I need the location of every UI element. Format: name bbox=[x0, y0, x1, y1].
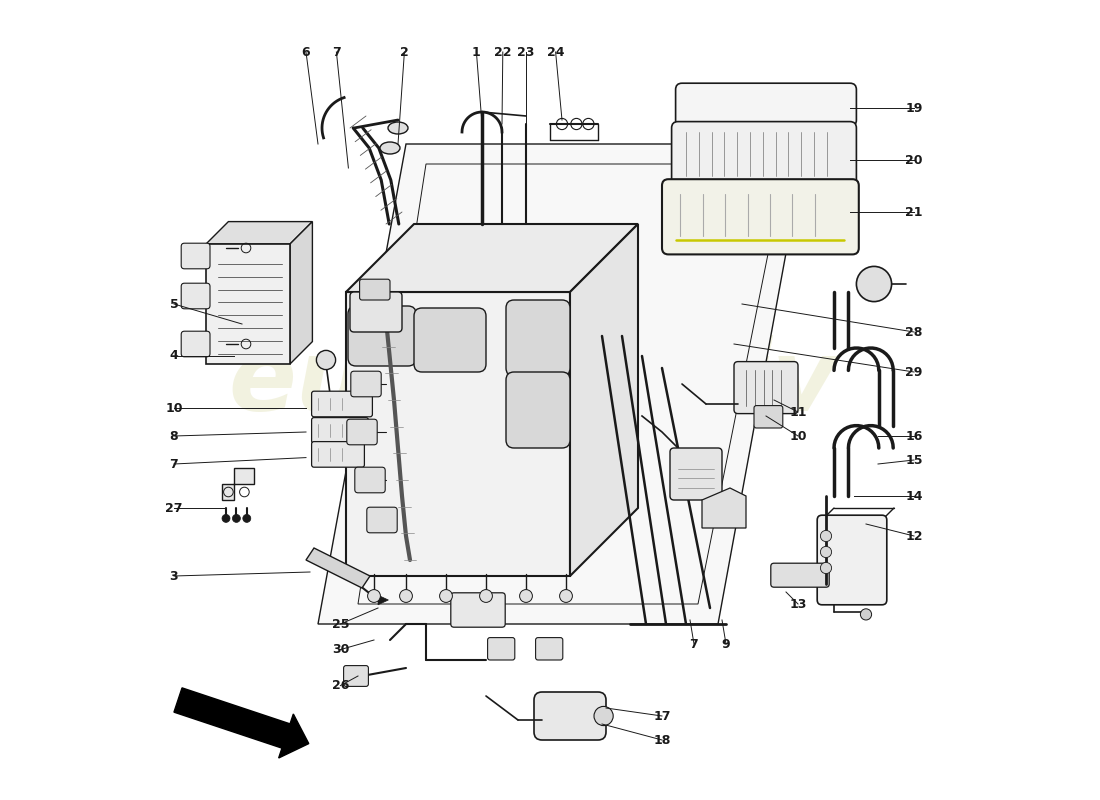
Text: 14: 14 bbox=[905, 490, 923, 502]
Circle shape bbox=[243, 514, 251, 522]
Text: 3: 3 bbox=[169, 570, 178, 582]
Polygon shape bbox=[318, 144, 806, 624]
FancyBboxPatch shape bbox=[662, 179, 859, 254]
FancyBboxPatch shape bbox=[311, 442, 364, 467]
Circle shape bbox=[317, 350, 336, 370]
Text: 11: 11 bbox=[790, 406, 806, 418]
Circle shape bbox=[857, 266, 892, 302]
Text: 20: 20 bbox=[905, 154, 923, 166]
Text: 7: 7 bbox=[169, 458, 178, 470]
FancyBboxPatch shape bbox=[350, 292, 402, 332]
Text: 6: 6 bbox=[301, 46, 310, 58]
Text: 8: 8 bbox=[169, 430, 178, 442]
Text: 2: 2 bbox=[400, 46, 409, 58]
FancyBboxPatch shape bbox=[506, 300, 570, 376]
Text: 28: 28 bbox=[905, 326, 923, 338]
FancyArrow shape bbox=[174, 688, 309, 758]
Circle shape bbox=[480, 590, 493, 602]
Text: 24: 24 bbox=[547, 46, 564, 58]
FancyBboxPatch shape bbox=[348, 306, 416, 366]
Polygon shape bbox=[346, 292, 570, 576]
Text: 21: 21 bbox=[905, 206, 923, 218]
Polygon shape bbox=[290, 222, 312, 364]
Text: 30: 30 bbox=[332, 643, 349, 656]
Polygon shape bbox=[206, 244, 290, 364]
Circle shape bbox=[440, 590, 452, 602]
Circle shape bbox=[860, 609, 871, 620]
Text: 16: 16 bbox=[905, 430, 923, 442]
FancyBboxPatch shape bbox=[771, 563, 829, 587]
Text: 15: 15 bbox=[905, 454, 923, 466]
Text: 12: 12 bbox=[905, 530, 923, 542]
Text: euro: euro bbox=[229, 335, 486, 433]
Text: 9: 9 bbox=[722, 638, 730, 650]
Text: motiv: motiv bbox=[518, 335, 838, 433]
FancyBboxPatch shape bbox=[311, 391, 373, 417]
Text: a passion since 1985: a passion since 1985 bbox=[407, 471, 596, 489]
Ellipse shape bbox=[388, 122, 408, 134]
Text: 10: 10 bbox=[165, 402, 183, 414]
Text: 22: 22 bbox=[494, 46, 512, 58]
Polygon shape bbox=[378, 595, 388, 605]
FancyBboxPatch shape bbox=[366, 507, 397, 533]
FancyBboxPatch shape bbox=[817, 515, 887, 605]
Text: 19: 19 bbox=[905, 102, 923, 114]
Text: a passion since 1985: a passion since 1985 bbox=[421, 521, 582, 535]
Circle shape bbox=[560, 590, 572, 602]
Text: 10: 10 bbox=[790, 430, 806, 442]
Polygon shape bbox=[206, 222, 312, 244]
FancyBboxPatch shape bbox=[311, 418, 368, 443]
Text: 7: 7 bbox=[332, 46, 341, 58]
Circle shape bbox=[821, 530, 832, 542]
Polygon shape bbox=[222, 468, 254, 500]
FancyBboxPatch shape bbox=[343, 666, 368, 686]
Text: 27: 27 bbox=[165, 502, 183, 514]
FancyBboxPatch shape bbox=[182, 243, 210, 269]
Circle shape bbox=[367, 590, 381, 602]
Text: 23: 23 bbox=[517, 46, 535, 58]
Text: 17: 17 bbox=[653, 710, 671, 722]
Text: 18: 18 bbox=[653, 734, 671, 746]
FancyBboxPatch shape bbox=[182, 331, 210, 357]
FancyBboxPatch shape bbox=[182, 283, 210, 309]
FancyBboxPatch shape bbox=[754, 406, 783, 428]
Ellipse shape bbox=[379, 142, 400, 154]
FancyBboxPatch shape bbox=[734, 362, 798, 414]
Circle shape bbox=[399, 590, 412, 602]
FancyBboxPatch shape bbox=[351, 371, 382, 397]
Polygon shape bbox=[346, 224, 638, 292]
FancyBboxPatch shape bbox=[534, 692, 606, 740]
FancyBboxPatch shape bbox=[670, 448, 722, 500]
Text: 25: 25 bbox=[332, 618, 349, 630]
FancyBboxPatch shape bbox=[355, 467, 385, 493]
FancyBboxPatch shape bbox=[487, 638, 515, 660]
Circle shape bbox=[519, 590, 532, 602]
Text: 26: 26 bbox=[332, 679, 349, 692]
Text: 4: 4 bbox=[169, 350, 178, 362]
Circle shape bbox=[232, 514, 241, 522]
FancyBboxPatch shape bbox=[506, 372, 570, 448]
Text: 5: 5 bbox=[169, 298, 178, 310]
Circle shape bbox=[821, 546, 832, 558]
FancyBboxPatch shape bbox=[346, 419, 377, 445]
Polygon shape bbox=[570, 224, 638, 576]
Circle shape bbox=[594, 706, 613, 726]
FancyBboxPatch shape bbox=[675, 83, 857, 126]
Circle shape bbox=[222, 514, 230, 522]
FancyBboxPatch shape bbox=[451, 593, 505, 627]
Text: 1: 1 bbox=[472, 46, 481, 58]
FancyBboxPatch shape bbox=[414, 308, 486, 372]
FancyBboxPatch shape bbox=[536, 638, 563, 660]
Text: 29: 29 bbox=[905, 366, 923, 378]
Polygon shape bbox=[702, 488, 746, 528]
Text: 7: 7 bbox=[690, 638, 698, 650]
FancyBboxPatch shape bbox=[672, 122, 857, 186]
FancyBboxPatch shape bbox=[360, 279, 390, 300]
Polygon shape bbox=[306, 548, 370, 588]
Text: 13: 13 bbox=[790, 598, 806, 610]
Circle shape bbox=[821, 562, 832, 574]
